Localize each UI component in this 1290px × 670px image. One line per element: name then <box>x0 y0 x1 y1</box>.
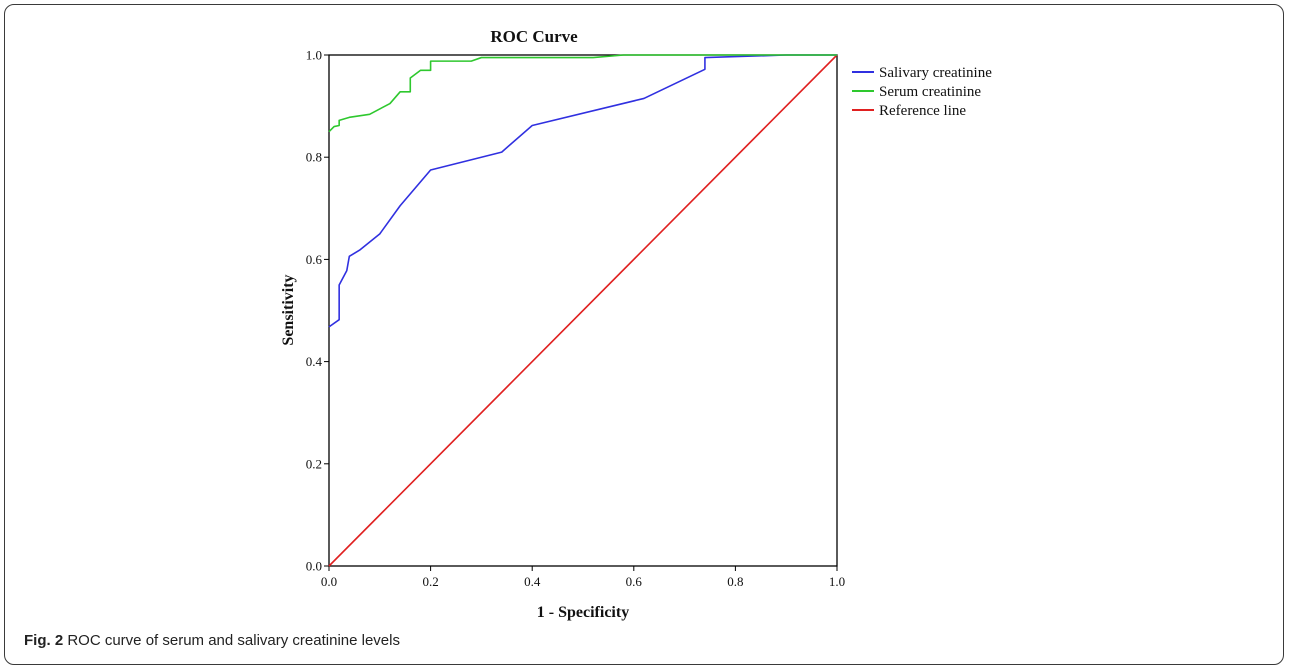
y-tick-label: 0.6 <box>306 252 323 267</box>
legend: Salivary creatinine Serum creatinine Refer… <box>852 65 992 119</box>
x-tick-label: 1.0 <box>829 574 845 589</box>
legend-label-reference-line: Reference line <box>879 103 966 119</box>
y-tick-label: 0.8 <box>306 150 322 165</box>
figure-caption-label: Fig. 2 <box>24 632 64 649</box>
legend-label-salivary-creatinine: Salivary creatinine <box>879 65 992 81</box>
figure-caption-text: ROC curve of serum and salivary creatini… <box>67 632 400 649</box>
x-tick-label: 0.0 <box>321 574 337 589</box>
series-lines <box>328 54 838 567</box>
x-axis-label: 1 - Specificity <box>537 604 629 621</box>
y-tick-label: 0.4 <box>306 354 323 369</box>
x-tick-label: 0.6 <box>626 574 643 589</box>
y-tick-label: 0.2 <box>306 456 322 471</box>
legend-label-serum-creatinine: Serum creatinine <box>879 84 981 100</box>
x-tick-label: 0.2 <box>422 574 438 589</box>
y-tick-label: 1.0 <box>306 48 322 63</box>
series-line-salivary-creatinine <box>328 54 837 328</box>
x-tick-label: 0.4 <box>524 574 541 589</box>
series-line-reference-line <box>328 54 838 567</box>
y-axis-label: Sensitivity <box>280 274 297 345</box>
figure-caption: Fig. 2 ROC curve of serum and salivary c… <box>24 632 400 649</box>
roc-chart: ROC Curve 0.0 0.2 0.4 0.6 0.8 1.0 0.0 0.2 0.4 0.6… <box>280 27 992 621</box>
plot-area <box>328 54 838 567</box>
x-tick-label: 0.8 <box>727 574 743 589</box>
axis-ticks: 0.0 0.2 0.4 0.6 0.8 1.0 0.0 0.2 0.4 0.6 0.8 1.0 <box>306 48 845 590</box>
y-tick-label: 0.0 <box>306 559 322 574</box>
figure-frame <box>4 4 1284 665</box>
chart-title: ROC Curve <box>490 27 578 46</box>
series-line-serum-creatinine <box>328 54 837 133</box>
